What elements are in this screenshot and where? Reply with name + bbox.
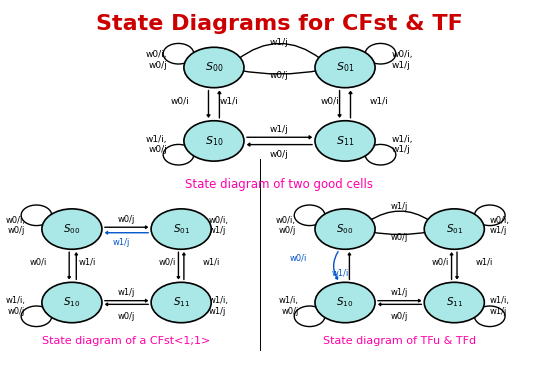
Text: $S_{10}$: $S_{10}$ [63,296,80,309]
Circle shape [315,282,375,323]
Text: w0/i,
w1/j: w0/i, w1/j [490,216,510,235]
Text: w0/i,
w0/j: w0/i, w0/j [6,216,25,235]
Text: $S_{10}$: $S_{10}$ [205,134,223,148]
Text: w0/i: w0/i [30,258,47,267]
Text: w0/j: w0/j [118,312,135,321]
Text: $S_{00}$: $S_{00}$ [63,222,80,236]
Text: w1/j: w1/j [391,202,408,211]
Text: w0/j: w0/j [270,71,289,80]
Text: w1/j: w1/j [112,238,130,247]
Text: w1/i: w1/i [79,258,96,267]
Text: w0/i,
w1/j: w0/i, w1/j [208,216,228,235]
Circle shape [315,209,375,249]
Circle shape [42,282,102,323]
Circle shape [424,282,484,323]
Text: w1/j: w1/j [270,38,289,47]
Circle shape [315,47,375,88]
Text: w1/i,
w1/j: w1/i, w1/j [392,135,413,154]
Circle shape [424,209,484,249]
Text: w0/j: w0/j [391,233,408,242]
Text: $S_{00}$: $S_{00}$ [205,61,223,74]
Text: w1/i: w1/i [203,258,220,267]
Text: w1/j: w1/j [270,125,289,134]
Text: w1/i,
w0/j: w1/i, w0/j [146,135,167,154]
Text: $S_{11}$: $S_{11}$ [172,296,190,309]
Text: w1/i,
w1/j: w1/i, w1/j [490,296,510,316]
Text: w0/i: w0/i [321,96,340,105]
Text: w0/i: w0/i [171,96,189,105]
Text: State diagram of two good cells: State diagram of two good cells [186,178,373,191]
Circle shape [151,282,211,323]
Text: $S_{01}$: $S_{01}$ [172,222,190,236]
Text: $S_{11}$: $S_{11}$ [445,296,463,309]
Text: w0/i,
w1/j: w0/i, w1/j [392,50,413,70]
Text: w0/j: w0/j [118,215,135,223]
Text: w0/i,
w0/j: w0/i, w0/j [276,216,296,235]
Text: w0/i: w0/i [289,254,307,263]
Text: w0/j: w0/j [391,312,408,321]
Circle shape [315,121,375,161]
Text: w0/i,
w0/j: w0/i, w0/j [146,50,167,70]
Text: w1/j: w1/j [391,288,408,297]
Text: $S_{00}$: $S_{00}$ [336,222,353,236]
Text: w1/i: w1/i [476,258,494,267]
Circle shape [184,47,244,88]
Text: w1/i,
w0/j: w1/i, w0/j [6,296,25,316]
Circle shape [42,209,102,249]
Text: w1/i: w1/i [219,96,238,105]
Text: State Diagrams for CFst & TF: State Diagrams for CFst & TF [96,14,463,34]
Text: $S_{01}$: $S_{01}$ [336,61,354,74]
Text: $S_{01}$: $S_{01}$ [445,222,463,236]
Text: w0/i: w0/i [432,258,449,267]
Text: w1/j: w1/j [118,288,135,297]
Text: w0/i: w0/i [158,258,176,267]
Text: State diagram of TFu & TFd: State diagram of TFu & TFd [323,336,476,346]
Text: w1/i,
w1/j: w1/i, w1/j [208,296,228,316]
Text: w0/j: w0/j [270,150,289,159]
Text: $S_{10}$: $S_{10}$ [336,296,353,309]
Circle shape [151,209,211,249]
Text: w1/i: w1/i [331,269,349,278]
Text: w1/i,
w0/j: w1/i, w0/j [279,296,299,316]
Text: State diagram of a CFst<1;1>: State diagram of a CFst<1;1> [43,336,211,346]
Text: w1/i: w1/i [370,96,388,105]
Text: $S_{11}$: $S_{11}$ [336,134,354,148]
Circle shape [184,121,244,161]
